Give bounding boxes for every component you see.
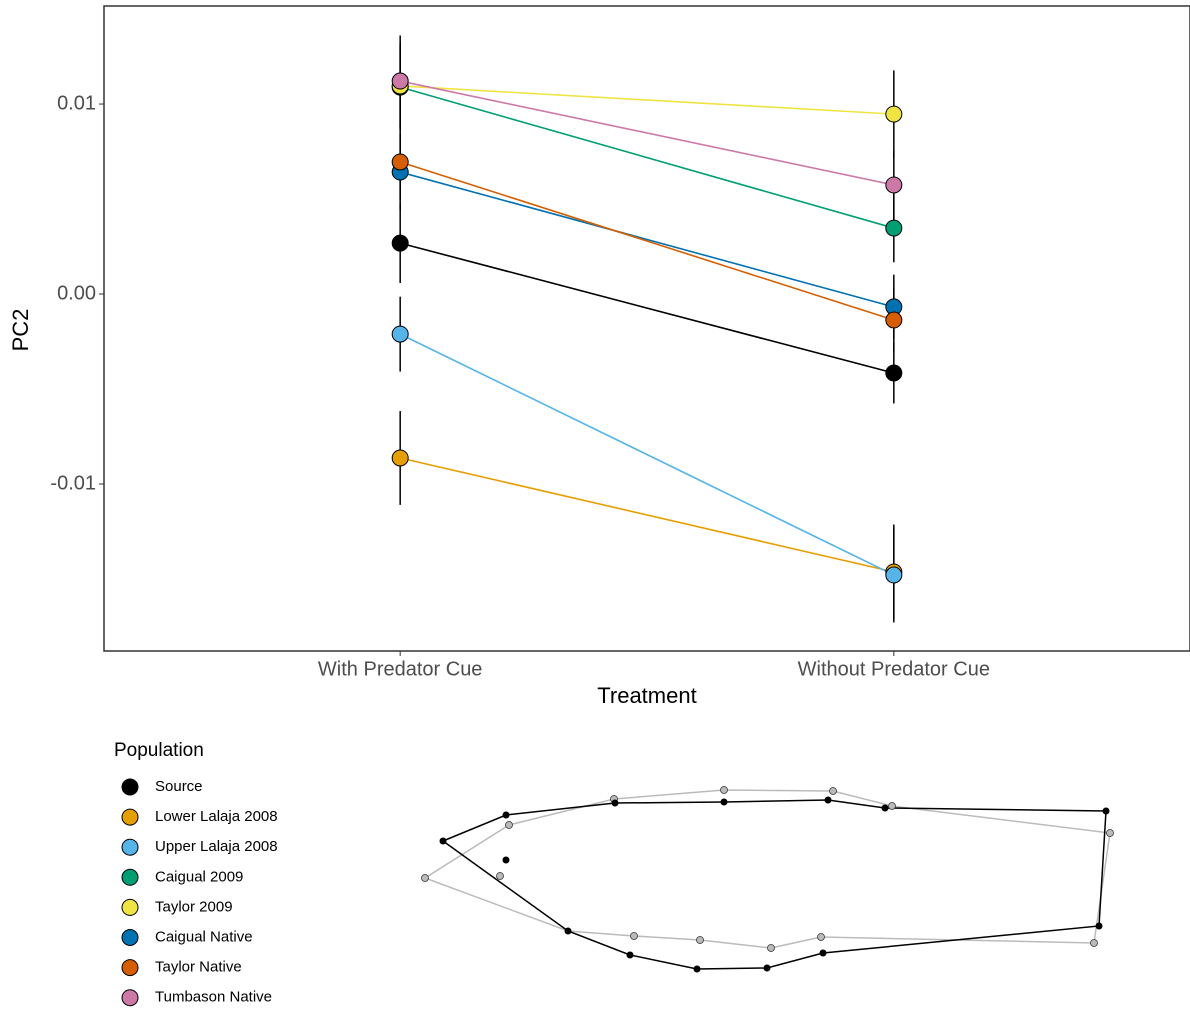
- legend-label: Lower Lalaja 2008: [155, 808, 278, 825]
- legend-label: Caigual Native: [155, 928, 253, 945]
- series-line: [400, 334, 894, 575]
- point: [392, 450, 408, 466]
- legend-label: Taylor Native: [155, 959, 242, 976]
- point: [392, 73, 408, 89]
- chart: Treatment PC2 Population 0.01 0.00 -0.01 Wi…: [0, 0, 1190, 1012]
- point: [392, 235, 408, 251]
- x-axis-title: Treatment: [597, 683, 696, 708]
- legend-key: [122, 990, 138, 1006]
- point: [392, 154, 408, 170]
- point: [392, 326, 408, 342]
- point: [886, 567, 902, 583]
- series-line: [400, 162, 894, 320]
- legend-key: [122, 960, 138, 976]
- y-tick-label: 0.00: [57, 282, 96, 304]
- series-line: [400, 458, 894, 572]
- series-line: [400, 243, 894, 373]
- legend-label: Caigual 2009: [155, 868, 243, 885]
- x-tick-label: Without Predator Cue: [798, 658, 990, 680]
- point: [886, 365, 902, 381]
- legend-key: [122, 899, 138, 915]
- shape-diagram: [422, 787, 1114, 973]
- y-tick-label: -0.01: [50, 472, 96, 494]
- point: [886, 106, 902, 122]
- legend-label: Source: [155, 778, 203, 795]
- legend-key: [122, 930, 138, 946]
- legend-label: Tumbason Native: [155, 989, 272, 1006]
- legend-title: Population: [114, 740, 204, 761]
- series-line: [400, 86, 894, 114]
- legend-label: Taylor 2009: [155, 898, 233, 915]
- legend-key: [122, 809, 138, 825]
- legend-label: Upper Lalaja 2008: [155, 838, 278, 855]
- point: [886, 177, 902, 193]
- series-line: [400, 81, 894, 185]
- point: [886, 312, 902, 328]
- point: [886, 220, 902, 236]
- y-tick-label: 0.01: [57, 92, 96, 114]
- series-line: [400, 87, 894, 228]
- legend-key: [122, 869, 138, 885]
- plot-panel: [104, 6, 1190, 651]
- legend-key: [122, 839, 138, 855]
- y-axis-title: PC2: [8, 309, 33, 352]
- legend-key: [122, 779, 138, 795]
- series-line: [400, 172, 894, 307]
- x-tick-label: With Predator Cue: [318, 658, 483, 680]
